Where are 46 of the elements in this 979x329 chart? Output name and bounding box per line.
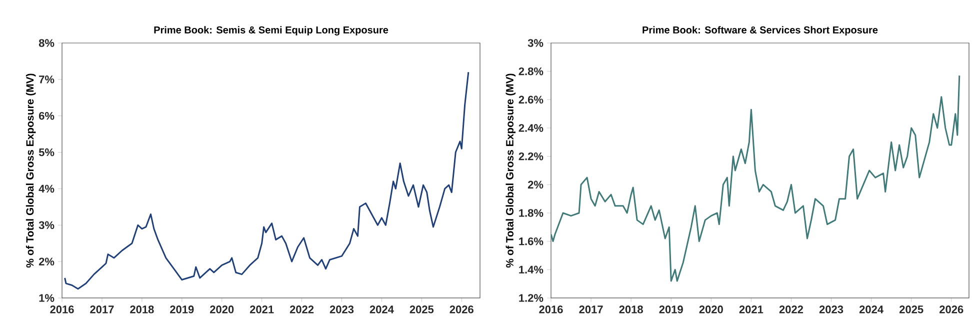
x-tick-label: 2017 [579, 306, 603, 314]
x-tick-label: 2021 [250, 306, 274, 314]
y-tick-label: 8% [38, 39, 54, 47]
y-tick-label: 2% [38, 258, 54, 266]
x-tick-label: 2022 [779, 306, 804, 314]
y-tick-label: 1.6% [519, 237, 544, 246]
y-tick-label: 1.8% [519, 209, 544, 217]
y-tick-label: 2.2% [518, 152, 544, 160]
y-tick-label: 3% [38, 221, 54, 230]
y-tick-label: 1% [39, 294, 54, 302]
y-tick-label: 2.6% [518, 96, 544, 104]
y-tick-label: 5% [38, 148, 54, 156]
x-tick-label: 2025 [410, 306, 434, 314]
y-tick-label: 3% [528, 39, 544, 47]
chart-title: Prime Book: Software & Services Short Exposure [642, 26, 878, 36]
y-tick-label: 1.2% [519, 294, 544, 302]
x-tick-label: 2025 [899, 306, 924, 314]
y-tick-label: 2.8% [518, 67, 544, 76]
x-tick-label: 2020 [210, 306, 234, 314]
x-tick-label: 2022 [290, 306, 314, 314]
x-tick-label: 2017 [90, 306, 114, 314]
line-series [551, 74, 960, 282]
y-tick-label: 6% [39, 112, 54, 120]
y-tick-label: 7% [39, 76, 54, 84]
x-tick-label: 2026 [450, 306, 474, 314]
x-tick-label: 2023 [330, 306, 354, 314]
x-tick-label: 2019 [659, 306, 683, 314]
line-series [64, 71, 470, 290]
y-tick-label: 4% [38, 184, 54, 193]
x-tick-label: 2018 [130, 306, 154, 314]
x-tick-label: 2018 [619, 306, 643, 314]
y-tick-label: 2.4% [518, 124, 544, 132]
x-tick-label: 2024 [370, 306, 394, 314]
x-tick-label: 2016 [50, 306, 74, 314]
x-tick-label: 2021 [739, 306, 764, 314]
y-axis-title: % of Total Global Gross Exposure (MV) [26, 74, 36, 268]
y-tick-label: 1.4% [519, 266, 544, 274]
x-tick-label: 2016 [539, 306, 563, 314]
x-tick-label: 2026 [940, 306, 964, 314]
chart-title: Prime Book: Semis & Semi Equip Long Exposure [154, 26, 388, 36]
x-tick-label: 2019 [170, 306, 194, 314]
y-axis-title: % of Total Global Gross Exposure (MV) [506, 74, 516, 268]
x-tick-label: 2020 [699, 306, 723, 314]
x-tick-label: 2023 [819, 306, 844, 314]
y-tick-label: 2% [528, 180, 544, 189]
x-tick-label: 2024 [859, 306, 884, 314]
